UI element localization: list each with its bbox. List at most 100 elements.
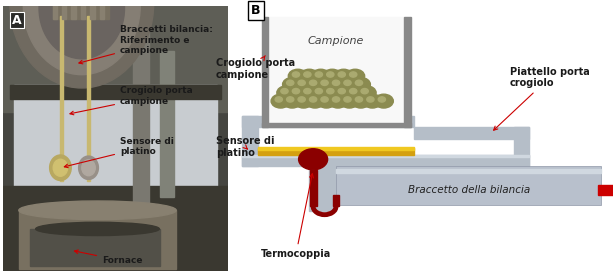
- Circle shape: [340, 94, 359, 108]
- Circle shape: [350, 88, 357, 94]
- Circle shape: [309, 97, 317, 102]
- Circle shape: [344, 97, 351, 102]
- Circle shape: [286, 97, 294, 102]
- Text: Braccetto della bilancia: Braccetto della bilancia: [408, 185, 530, 195]
- Bar: [309, 166, 336, 211]
- Text: Sensore di
platino: Sensore di platino: [216, 136, 274, 158]
- Circle shape: [311, 86, 330, 100]
- Bar: [514, 127, 529, 166]
- Circle shape: [326, 88, 334, 94]
- Circle shape: [53, 159, 68, 176]
- Circle shape: [367, 97, 374, 102]
- Bar: [134, 32, 149, 245]
- Circle shape: [375, 94, 394, 108]
- Bar: [262, 123, 410, 127]
- Circle shape: [321, 80, 328, 85]
- Bar: [268, 17, 404, 123]
- Circle shape: [351, 78, 370, 91]
- Circle shape: [298, 97, 306, 102]
- Circle shape: [10, 0, 154, 88]
- Circle shape: [317, 94, 336, 108]
- Text: Crogiolo porta
campione: Crogiolo porta campione: [216, 56, 295, 80]
- Circle shape: [299, 149, 328, 170]
- Circle shape: [350, 72, 357, 77]
- Circle shape: [23, 0, 140, 75]
- Circle shape: [334, 86, 353, 100]
- Circle shape: [361, 88, 368, 94]
- Circle shape: [363, 94, 382, 108]
- Circle shape: [309, 80, 317, 85]
- Circle shape: [323, 69, 342, 83]
- Circle shape: [286, 80, 294, 85]
- Circle shape: [288, 69, 307, 83]
- Circle shape: [311, 69, 330, 83]
- Circle shape: [326, 72, 334, 77]
- Circle shape: [315, 72, 322, 77]
- Bar: [336, 168, 601, 173]
- Circle shape: [281, 88, 288, 94]
- Bar: [30, 229, 160, 266]
- Circle shape: [346, 86, 365, 100]
- Ellipse shape: [36, 222, 160, 235]
- Bar: [262, 17, 268, 127]
- Bar: [310, 170, 317, 206]
- Bar: [52, 0, 109, 19]
- Bar: [71, 0, 76, 19]
- Circle shape: [50, 155, 71, 181]
- Bar: [257, 148, 415, 155]
- Circle shape: [293, 88, 299, 94]
- Bar: [100, 0, 104, 19]
- Bar: [598, 185, 616, 195]
- Circle shape: [39, 0, 124, 59]
- Ellipse shape: [19, 201, 176, 220]
- Circle shape: [271, 94, 290, 108]
- Bar: [404, 17, 410, 127]
- Bar: [91, 0, 95, 19]
- Bar: [87, 16, 90, 181]
- Circle shape: [338, 88, 346, 94]
- Text: Crogiolo porta
campione: Crogiolo porta campione: [70, 86, 193, 115]
- Bar: [243, 155, 529, 157]
- Circle shape: [357, 86, 376, 100]
- Circle shape: [315, 88, 322, 94]
- Circle shape: [317, 78, 336, 91]
- Circle shape: [328, 78, 347, 91]
- Bar: [333, 195, 339, 206]
- Circle shape: [277, 86, 296, 100]
- Circle shape: [346, 69, 365, 83]
- Circle shape: [283, 78, 302, 91]
- Bar: [10, 85, 221, 99]
- Bar: [60, 16, 63, 181]
- Bar: [243, 116, 257, 166]
- Circle shape: [288, 86, 307, 100]
- Circle shape: [82, 160, 95, 176]
- Circle shape: [294, 78, 313, 91]
- Circle shape: [300, 69, 319, 83]
- Bar: [257, 147, 415, 150]
- Bar: [3, 186, 228, 271]
- Circle shape: [306, 94, 325, 108]
- Circle shape: [378, 97, 386, 102]
- Circle shape: [334, 69, 353, 83]
- Circle shape: [321, 97, 328, 102]
- Bar: [415, 127, 529, 138]
- Circle shape: [333, 80, 339, 85]
- Circle shape: [283, 94, 302, 108]
- Text: Braccetti bilancia:
Riferimento e
campione: Braccetti bilancia: Riferimento e campio…: [79, 25, 213, 64]
- Circle shape: [300, 86, 319, 100]
- Text: Sensore di
platino: Sensore di platino: [64, 137, 174, 168]
- Circle shape: [293, 72, 299, 77]
- Circle shape: [304, 88, 311, 94]
- Circle shape: [355, 97, 363, 102]
- Bar: [52, 0, 57, 19]
- Text: B: B: [251, 4, 261, 17]
- Circle shape: [338, 72, 346, 77]
- Bar: [14, 85, 217, 186]
- Circle shape: [306, 78, 325, 91]
- Circle shape: [304, 72, 311, 77]
- Text: Termocoppia: Termocoppia: [261, 174, 331, 259]
- Circle shape: [323, 86, 342, 100]
- Bar: [160, 51, 174, 197]
- Circle shape: [298, 80, 306, 85]
- Circle shape: [351, 94, 370, 108]
